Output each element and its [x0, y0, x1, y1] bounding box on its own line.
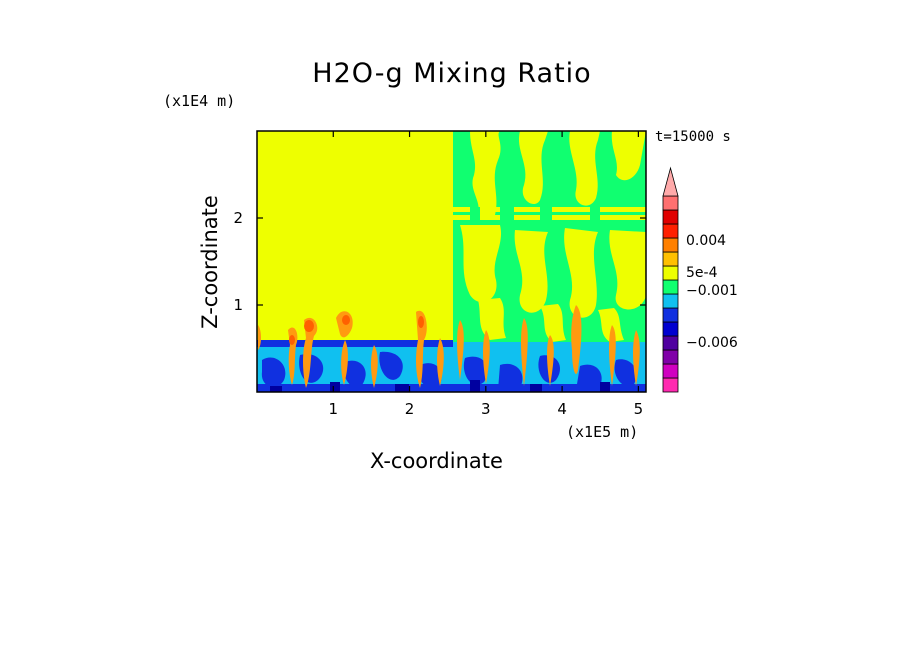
colorbar-swatch: [662, 363, 679, 379]
colorbar-swatch: [662, 293, 679, 309]
right-green-strips: [470, 207, 600, 221]
colorbar-swatch: [662, 349, 679, 365]
time-label: t=15000 s: [655, 129, 731, 145]
colorbar-label: −0.001: [686, 283, 738, 299]
x-tick-label: 1: [329, 400, 339, 418]
right-yellow-patches: [453, 131, 646, 342]
colorbar-label: 5e-4: [686, 265, 718, 281]
colorbar-swatch: [662, 279, 679, 295]
x-tick-label: 4: [557, 400, 567, 418]
colorbar-extend-arrow: [662, 166, 679, 197]
colorbar-swatch: [662, 223, 679, 239]
colorbar-swatch: [662, 265, 679, 281]
x-tick-label: 3: [481, 400, 491, 418]
x-axis-label: X-coordinate: [370, 449, 503, 473]
colorbar-swatch: [662, 195, 679, 211]
colorbar: 0.004 5e-4 −0.001 −0.006: [662, 166, 738, 393]
y-unit-label: (x1E4 m): [163, 92, 236, 110]
x-axis: 1 2 3 4 5: [329, 131, 644, 418]
colorbar-label: −0.006: [686, 335, 738, 351]
x-tick-label: 2: [405, 400, 415, 418]
left-blue-band: [257, 340, 453, 348]
colorbar-swatch: [662, 209, 679, 225]
x-unit-label: (x1E5 m): [566, 423, 639, 441]
low-navy-spots: [270, 380, 610, 392]
colorbar-swatch: [662, 307, 679, 323]
y-tick-label: 2: [233, 209, 243, 227]
plot-frame: [256, 130, 647, 393]
plume-cores: [289, 315, 424, 345]
colorbar-swatch: [662, 335, 679, 351]
colorbar-swatch: [662, 377, 679, 393]
x-tick-label: 5: [634, 400, 644, 418]
colorbar-label: 0.004: [686, 233, 726, 249]
chart-title: H2O-g Mixing Ratio: [312, 58, 592, 89]
colorbar-swatch: [662, 237, 679, 253]
y-tick-label: 1: [233, 296, 243, 314]
contour-field: [257, 131, 646, 392]
colorbar-swatch: [662, 321, 679, 337]
colorbar-swatch: [662, 251, 679, 267]
y-axis: 12: [233, 209, 646, 314]
